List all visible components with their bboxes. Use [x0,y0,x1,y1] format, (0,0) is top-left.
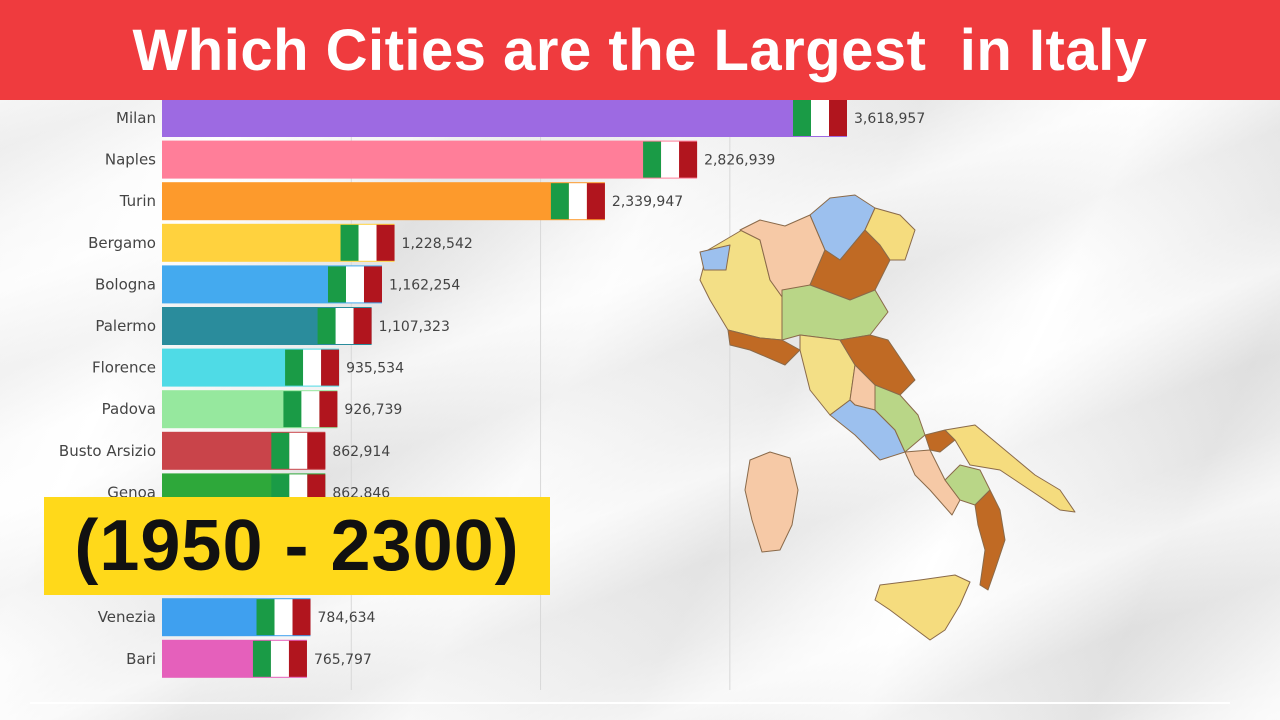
period-badge: (1950 - 2300) [44,497,550,595]
flag-white-band [345,266,364,303]
flag-white-band [568,183,587,220]
flag-red-band [363,266,382,303]
flag-white-band [335,308,354,344]
bar-category-label: Turin [119,192,156,210]
flag-green-band [793,100,811,136]
bar-category-label: Florence [92,359,156,377]
bar-value-label: 1,107,323 [379,319,450,335]
bar-category-label: Bologna [95,275,156,293]
bar-value-label: 935,534 [346,361,404,377]
bar-value-label: 3,618,957 [854,111,925,127]
bar-value-label: 2,339,947 [612,194,683,210]
flag-white-band [301,391,320,428]
flag-white-band [303,349,322,386]
flag-red-band [319,391,338,428]
italy-regions-map-icon [699,194,1076,641]
bar-row: Bergamo 1,228,542 [88,223,473,262]
flag-white-band [289,432,308,469]
bar-value-label: 1,162,254 [389,277,460,293]
period-badge-text: (1950 - 2300) [74,506,520,586]
bar-category-label: Milan [116,109,156,127]
bar-value-label: 784,634 [318,610,376,626]
bar-row: Padova 926,739 [102,390,402,429]
flag-red-band [321,349,340,386]
flag-white-band [811,100,829,136]
bar-category-label: Bari [126,650,156,668]
flag-green-band [317,308,336,344]
bar-row: Busto Arsizio 862,914 [59,431,390,470]
bar-value-label: 862,914 [332,444,390,460]
bar-row: Venezia 784,634 [98,598,376,637]
bar [162,99,847,137]
bar-value-label: 765,797 [314,652,372,668]
title-banner: Which Cities are the Largest in Italy [0,0,1280,100]
flag-green-band [327,266,346,303]
flag-red-band [288,640,307,677]
bar-row: Bologna 1,162,254 [95,265,460,304]
flag-white-band [274,599,293,636]
flag-white-band [661,141,680,178]
bar-category-label: Genoa [107,483,156,501]
bar-row: Bari 765,797 [126,639,372,678]
flag-green-band [252,640,271,677]
bar-category-label: Busto Arsizio [59,442,156,460]
bar-row: Milan 3,618,957 [116,99,925,137]
flag-red-band [292,599,311,636]
flag-red-band [376,224,395,261]
bar-category-label: Venezia [98,608,156,626]
flag-white-band [270,640,289,677]
page-title: Which Cities are the Largest in Italy [132,17,1148,83]
flag-green-band [271,432,290,469]
flag-green-band [643,141,662,178]
flag-red-band [679,141,698,178]
flag-green-band [550,183,569,220]
bar-row: Florence 935,534 [92,348,404,387]
bar-category-label: Naples [105,151,156,169]
flag-red-band [307,432,326,469]
flag-green-band [256,599,275,636]
bar-value-label: 1,228,542 [402,236,473,252]
flag-red-band [586,183,605,220]
flag-red-band [353,308,372,344]
flag-green-band [285,349,304,386]
bar-row: Turin 2,339,947 [119,182,683,221]
bar-category-label: Padova [102,400,156,418]
bar [162,140,698,179]
bar-value-label: 926,739 [344,402,402,418]
flag-green-band [340,224,359,261]
flag-white-band [358,224,377,261]
bar-category-label: Bergamo [88,234,156,252]
bar-row: Naples 2,826,939 [105,140,775,179]
bar-value-label: 2,826,939 [704,153,775,169]
flag-green-band [283,391,302,428]
bar-row: Palermo 1,107,323 [95,307,450,345]
bar-category-label: Palermo [95,317,156,335]
bar [162,182,605,221]
flag-red-band [829,100,847,136]
